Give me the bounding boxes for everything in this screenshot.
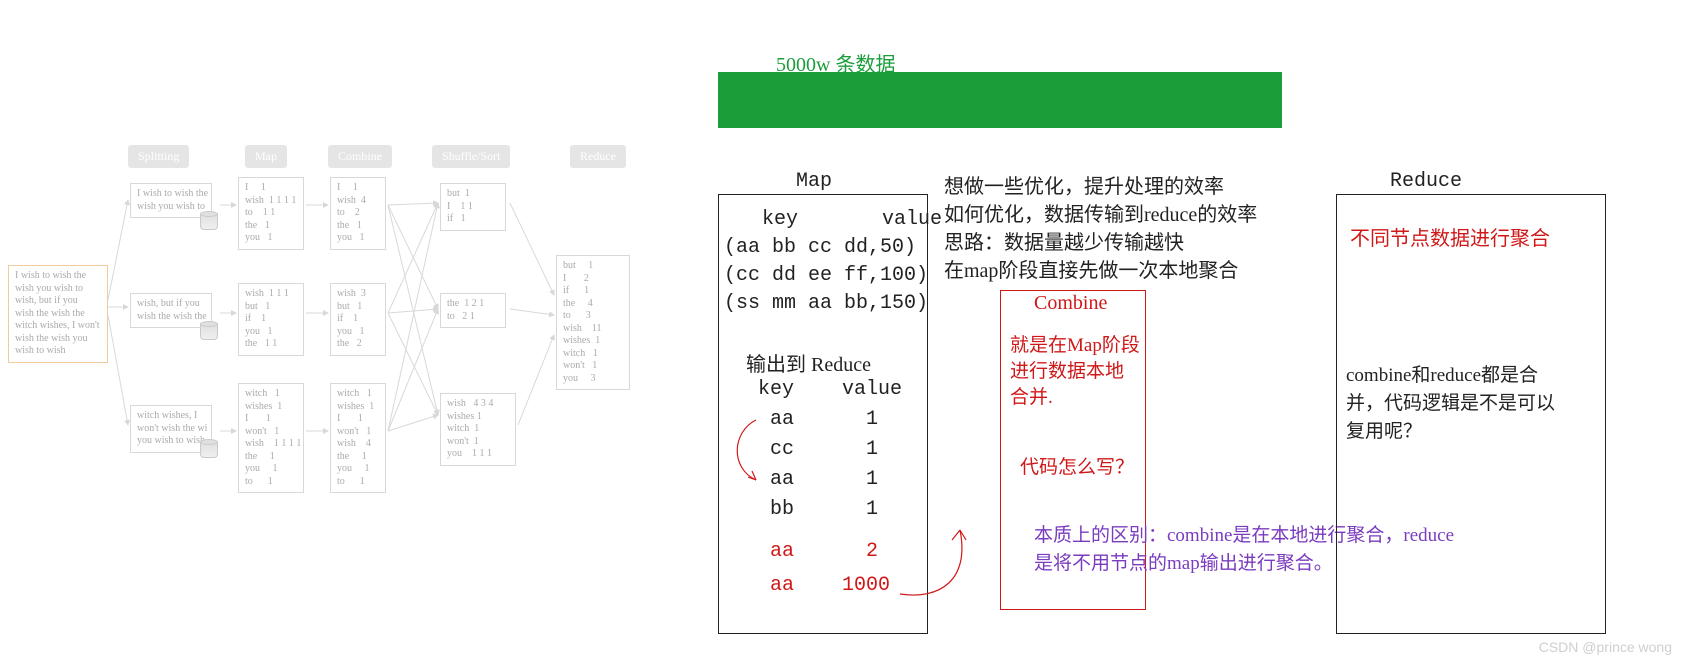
reduce-top-text: 不同节点数据进行聚合 (1350, 222, 1550, 251)
map-kv-row-agg: aa 1000 (746, 574, 890, 597)
map-mid-label: 输出到 Reduce (746, 348, 871, 377)
map-kv-row: bb 1 (746, 498, 878, 521)
map-input-row: (ss mm aa bb,150) (724, 292, 928, 315)
watermark: CSDN @prince wong (1539, 639, 1672, 655)
stage-combine: Combine (328, 145, 392, 168)
note-line: 思路：数据量越少传输越快 (944, 226, 1184, 255)
reduce-body-text: combine和reduce都是合 (1346, 360, 1538, 387)
input-text: I wish to wish the wish you wish to wish… (8, 265, 108, 363)
map-kv-header: key value (746, 378, 902, 401)
combine-text: 就是在Map阶段 (1010, 330, 1140, 357)
map-header: key value (738, 208, 942, 231)
mapreduce-flow-diagram: Splitting Map Combine Shuffle/Sort Reduc… (0, 125, 680, 505)
stage-shuffle-sort: Shuffle/Sort (432, 145, 510, 168)
map-kv-row-agg: aa 2 (746, 540, 878, 563)
stage-reduce: Reduce (570, 145, 626, 168)
map-out-3: witch 1 wishes 1 I 1 won't 1 wish 1 1 1 … (238, 383, 304, 493)
combine-title: Combine (1034, 292, 1107, 315)
stage-splitting: Splitting (128, 145, 189, 168)
reduce-out: but 1 I 2 if 1 the 4 to 3 wish 11 wishes… (556, 255, 630, 390)
shuffle-2: the 1 2 1 to 2 1 (440, 293, 506, 328)
map-input-row: (cc dd ee ff,100) (724, 264, 928, 287)
note-line: 如何优化，数据传输到reduce的效率 (944, 198, 1257, 227)
stage-map: Map (245, 145, 287, 168)
essence-text: 是将不用节点的map输出进行聚合。 (1034, 548, 1333, 575)
combine-out-2: wish 3 but 1 if 1 you 1 the 2 (330, 283, 386, 356)
reduce-body-text: 复用呢？ (1346, 416, 1422, 443)
map-box-title: Map (796, 170, 832, 193)
map-kv-row: aa 1 (746, 408, 878, 431)
map-out-2: wish 1 1 1 but 1 if 1 you 1 the 1 1 (238, 283, 304, 356)
shuffle-1: but 1 I 1 1 if 1 (440, 183, 506, 231)
reduce-body-text: 并，代码逻辑是不是可以 (1346, 388, 1555, 415)
combine-out-3: witch 1 wishes 1 I 1 won't 1 wish 4 the … (330, 383, 386, 493)
note-line: 想做一些优化，提升处理的效率 (944, 170, 1224, 199)
combine-text: 合并. (1010, 382, 1053, 409)
map-kv-row: cc 1 (746, 438, 878, 461)
map-input-row: (aa bb cc dd,50) (724, 236, 916, 259)
reduce-box-title: Reduce (1390, 170, 1462, 193)
combine-text: 进行数据本地 (1010, 356, 1124, 383)
combine-out-1: I 1 wish 4 to 2 the 1 you 1 (330, 177, 386, 250)
shuffle-3: wish 4 3 4 wishes 1 witch 1 won't 1 you … (440, 393, 516, 466)
map-kv-row: aa 1 (746, 468, 878, 491)
map-out-1: I 1 wish 1 1 1 1 to 1 1 the 1 you 1 (238, 177, 304, 250)
note-line: 在map阶段直接先做一次本地聚合 (944, 254, 1238, 283)
data-bar (718, 72, 1282, 128)
combine-question: 代码怎么写？ (1020, 452, 1134, 479)
